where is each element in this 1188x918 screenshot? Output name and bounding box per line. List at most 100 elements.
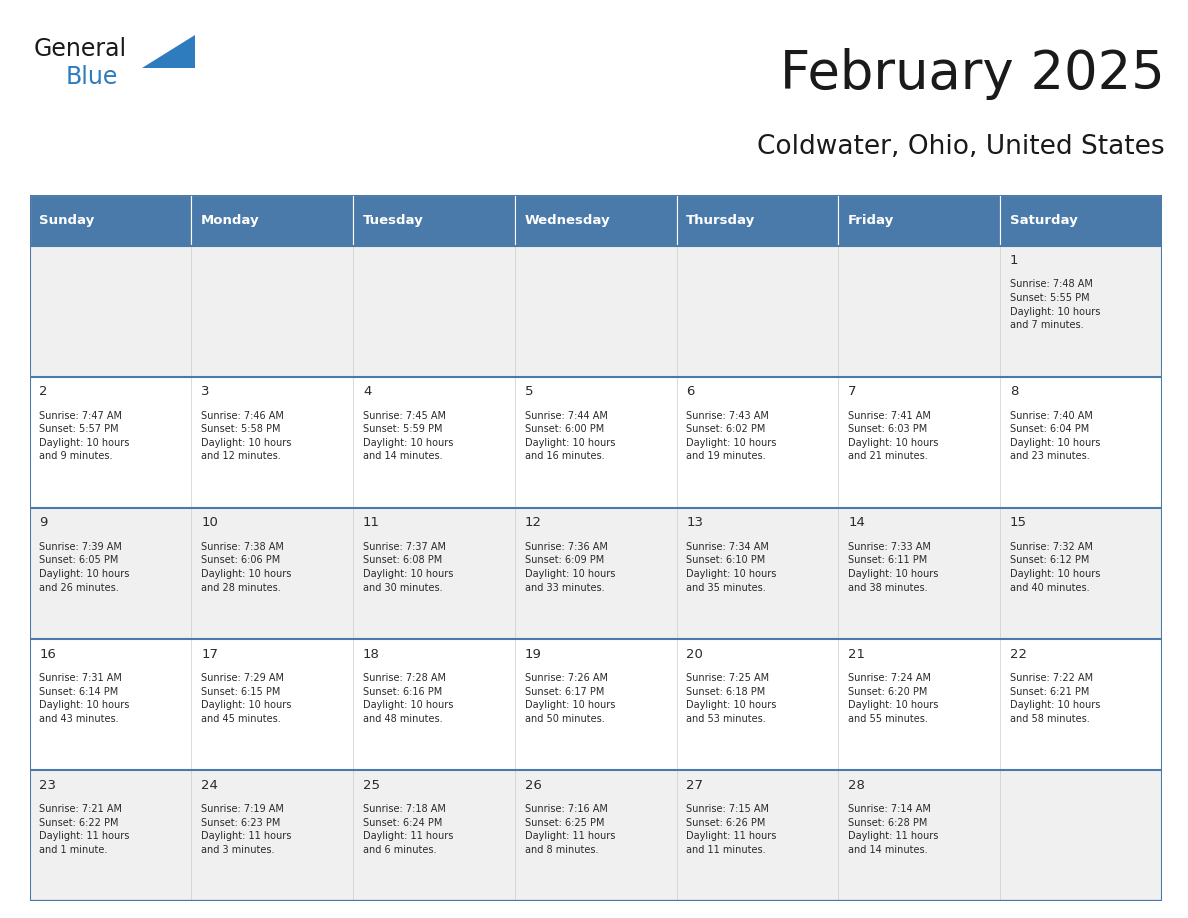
Text: 2: 2 (39, 386, 48, 398)
Text: Sunrise: 7:46 AM
Sunset: 5:58 PM
Daylight: 10 hours
and 12 minutes.: Sunrise: 7:46 AM Sunset: 5:58 PM Dayligh… (201, 410, 291, 462)
Text: Sunrise: 7:26 AM
Sunset: 6:17 PM
Daylight: 10 hours
and 50 minutes.: Sunrise: 7:26 AM Sunset: 6:17 PM Dayligh… (525, 673, 615, 723)
Bar (839, 639, 1000, 770)
Bar (677, 195, 839, 245)
Bar (677, 376, 839, 508)
Text: Sunrise: 7:16 AM
Sunset: 6:25 PM
Daylight: 11 hours
and 8 minutes.: Sunrise: 7:16 AM Sunset: 6:25 PM Dayligh… (525, 804, 615, 855)
Bar (1000, 639, 1162, 770)
Text: Sunrise: 7:28 AM
Sunset: 6:16 PM
Daylight: 10 hours
and 48 minutes.: Sunrise: 7:28 AM Sunset: 6:16 PM Dayligh… (362, 673, 454, 723)
Text: 1: 1 (1010, 254, 1018, 267)
Text: 13: 13 (687, 517, 703, 530)
Text: 18: 18 (362, 647, 380, 661)
Bar (191, 376, 353, 508)
Text: Sunrise: 7:14 AM
Sunset: 6:28 PM
Daylight: 11 hours
and 14 minutes.: Sunrise: 7:14 AM Sunset: 6:28 PM Dayligh… (848, 804, 939, 855)
Text: Sunrise: 7:47 AM
Sunset: 5:57 PM
Daylight: 10 hours
and 9 minutes.: Sunrise: 7:47 AM Sunset: 5:57 PM Dayligh… (39, 410, 129, 462)
Text: 27: 27 (687, 778, 703, 791)
Bar (353, 639, 514, 770)
Bar (191, 639, 353, 770)
Text: Sunrise: 7:25 AM
Sunset: 6:18 PM
Daylight: 10 hours
and 53 minutes.: Sunrise: 7:25 AM Sunset: 6:18 PM Dayligh… (687, 673, 777, 723)
Text: Sunrise: 7:15 AM
Sunset: 6:26 PM
Daylight: 11 hours
and 11 minutes.: Sunrise: 7:15 AM Sunset: 6:26 PM Dayligh… (687, 804, 777, 855)
Text: General: General (33, 38, 126, 62)
Bar (514, 508, 677, 639)
Text: 6: 6 (687, 386, 695, 398)
Text: Friday: Friday (848, 214, 895, 227)
Text: 24: 24 (201, 778, 219, 791)
Text: Sunrise: 7:41 AM
Sunset: 6:03 PM
Daylight: 10 hours
and 21 minutes.: Sunrise: 7:41 AM Sunset: 6:03 PM Dayligh… (848, 410, 939, 462)
Text: 19: 19 (525, 647, 542, 661)
Text: Sunrise: 7:19 AM
Sunset: 6:23 PM
Daylight: 11 hours
and 3 minutes.: Sunrise: 7:19 AM Sunset: 6:23 PM Dayligh… (201, 804, 291, 855)
Text: Sunrise: 7:24 AM
Sunset: 6:20 PM
Daylight: 10 hours
and 55 minutes.: Sunrise: 7:24 AM Sunset: 6:20 PM Dayligh… (848, 673, 939, 723)
Text: 16: 16 (39, 647, 56, 661)
Text: Sunrise: 7:38 AM
Sunset: 6:06 PM
Daylight: 10 hours
and 28 minutes.: Sunrise: 7:38 AM Sunset: 6:06 PM Dayligh… (201, 542, 291, 593)
Bar (353, 376, 514, 508)
Text: Monday: Monday (201, 214, 260, 227)
Bar (191, 770, 353, 901)
Text: 23: 23 (39, 778, 56, 791)
Text: 10: 10 (201, 517, 219, 530)
Text: Thursday: Thursday (687, 214, 756, 227)
Text: Sunrise: 7:33 AM
Sunset: 6:11 PM
Daylight: 10 hours
and 38 minutes.: Sunrise: 7:33 AM Sunset: 6:11 PM Dayligh… (848, 542, 939, 593)
Text: Sunrise: 7:21 AM
Sunset: 6:22 PM
Daylight: 11 hours
and 1 minute.: Sunrise: 7:21 AM Sunset: 6:22 PM Dayligh… (39, 804, 129, 855)
Text: 9: 9 (39, 517, 48, 530)
Text: Sunrise: 7:36 AM
Sunset: 6:09 PM
Daylight: 10 hours
and 33 minutes.: Sunrise: 7:36 AM Sunset: 6:09 PM Dayligh… (525, 542, 615, 593)
Text: Sunday: Sunday (39, 214, 95, 227)
Text: 7: 7 (848, 386, 857, 398)
Text: 5: 5 (525, 386, 533, 398)
Text: Sunrise: 7:22 AM
Sunset: 6:21 PM
Daylight: 10 hours
and 58 minutes.: Sunrise: 7:22 AM Sunset: 6:21 PM Dayligh… (1010, 673, 1100, 723)
Bar (1000, 245, 1162, 376)
Text: 25: 25 (362, 778, 380, 791)
Text: Sunrise: 7:39 AM
Sunset: 6:05 PM
Daylight: 10 hours
and 26 minutes.: Sunrise: 7:39 AM Sunset: 6:05 PM Dayligh… (39, 542, 129, 593)
Text: Saturday: Saturday (1010, 214, 1078, 227)
Bar (677, 639, 839, 770)
Text: Sunrise: 7:43 AM
Sunset: 6:02 PM
Daylight: 10 hours
and 19 minutes.: Sunrise: 7:43 AM Sunset: 6:02 PM Dayligh… (687, 410, 777, 462)
Text: Sunrise: 7:18 AM
Sunset: 6:24 PM
Daylight: 11 hours
and 6 minutes.: Sunrise: 7:18 AM Sunset: 6:24 PM Dayligh… (362, 804, 454, 855)
Text: 14: 14 (848, 517, 865, 530)
Text: 17: 17 (201, 647, 219, 661)
Bar (514, 195, 677, 245)
Bar (353, 508, 514, 639)
Text: Blue: Blue (65, 64, 118, 89)
Bar (191, 245, 353, 376)
Bar (353, 195, 514, 245)
Text: Sunrise: 7:48 AM
Sunset: 5:55 PM
Daylight: 10 hours
and 7 minutes.: Sunrise: 7:48 AM Sunset: 5:55 PM Dayligh… (1010, 279, 1100, 330)
Text: Sunrise: 7:40 AM
Sunset: 6:04 PM
Daylight: 10 hours
and 23 minutes.: Sunrise: 7:40 AM Sunset: 6:04 PM Dayligh… (1010, 410, 1100, 462)
Text: Sunrise: 7:34 AM
Sunset: 6:10 PM
Daylight: 10 hours
and 35 minutes.: Sunrise: 7:34 AM Sunset: 6:10 PM Dayligh… (687, 542, 777, 593)
Bar (30, 245, 191, 376)
Bar (30, 508, 191, 639)
Bar (839, 245, 1000, 376)
Bar (677, 508, 839, 639)
Bar (1000, 195, 1162, 245)
Text: Sunrise: 7:32 AM
Sunset: 6:12 PM
Daylight: 10 hours
and 40 minutes.: Sunrise: 7:32 AM Sunset: 6:12 PM Dayligh… (1010, 542, 1100, 593)
Text: Coldwater, Ohio, United States: Coldwater, Ohio, United States (757, 134, 1164, 160)
Text: 11: 11 (362, 517, 380, 530)
Bar (30, 376, 191, 508)
Text: Sunrise: 7:44 AM
Sunset: 6:00 PM
Daylight: 10 hours
and 16 minutes.: Sunrise: 7:44 AM Sunset: 6:00 PM Dayligh… (525, 410, 615, 462)
Text: 22: 22 (1010, 647, 1026, 661)
Bar (839, 508, 1000, 639)
Text: Sunrise: 7:45 AM
Sunset: 5:59 PM
Daylight: 10 hours
and 14 minutes.: Sunrise: 7:45 AM Sunset: 5:59 PM Dayligh… (362, 410, 454, 462)
Bar (30, 770, 191, 901)
Text: Tuesday: Tuesday (362, 214, 424, 227)
Text: Sunrise: 7:31 AM
Sunset: 6:14 PM
Daylight: 10 hours
and 43 minutes.: Sunrise: 7:31 AM Sunset: 6:14 PM Dayligh… (39, 673, 129, 723)
Text: 8: 8 (1010, 386, 1018, 398)
Bar (1000, 770, 1162, 901)
Bar (514, 245, 677, 376)
Text: 20: 20 (687, 647, 703, 661)
Text: 3: 3 (201, 386, 209, 398)
Bar (514, 770, 677, 901)
Text: 28: 28 (848, 778, 865, 791)
Bar (839, 195, 1000, 245)
Bar (677, 770, 839, 901)
Bar (191, 508, 353, 639)
Bar (677, 245, 839, 376)
Bar (514, 376, 677, 508)
Bar (514, 639, 677, 770)
Bar (839, 376, 1000, 508)
Text: 21: 21 (848, 647, 865, 661)
Text: 12: 12 (525, 517, 542, 530)
Text: Sunrise: 7:29 AM
Sunset: 6:15 PM
Daylight: 10 hours
and 45 minutes.: Sunrise: 7:29 AM Sunset: 6:15 PM Dayligh… (201, 673, 291, 723)
Bar (1000, 376, 1162, 508)
Text: Sunrise: 7:37 AM
Sunset: 6:08 PM
Daylight: 10 hours
and 30 minutes.: Sunrise: 7:37 AM Sunset: 6:08 PM Dayligh… (362, 542, 454, 593)
Bar (353, 245, 514, 376)
Polygon shape (141, 35, 195, 69)
Bar (191, 195, 353, 245)
